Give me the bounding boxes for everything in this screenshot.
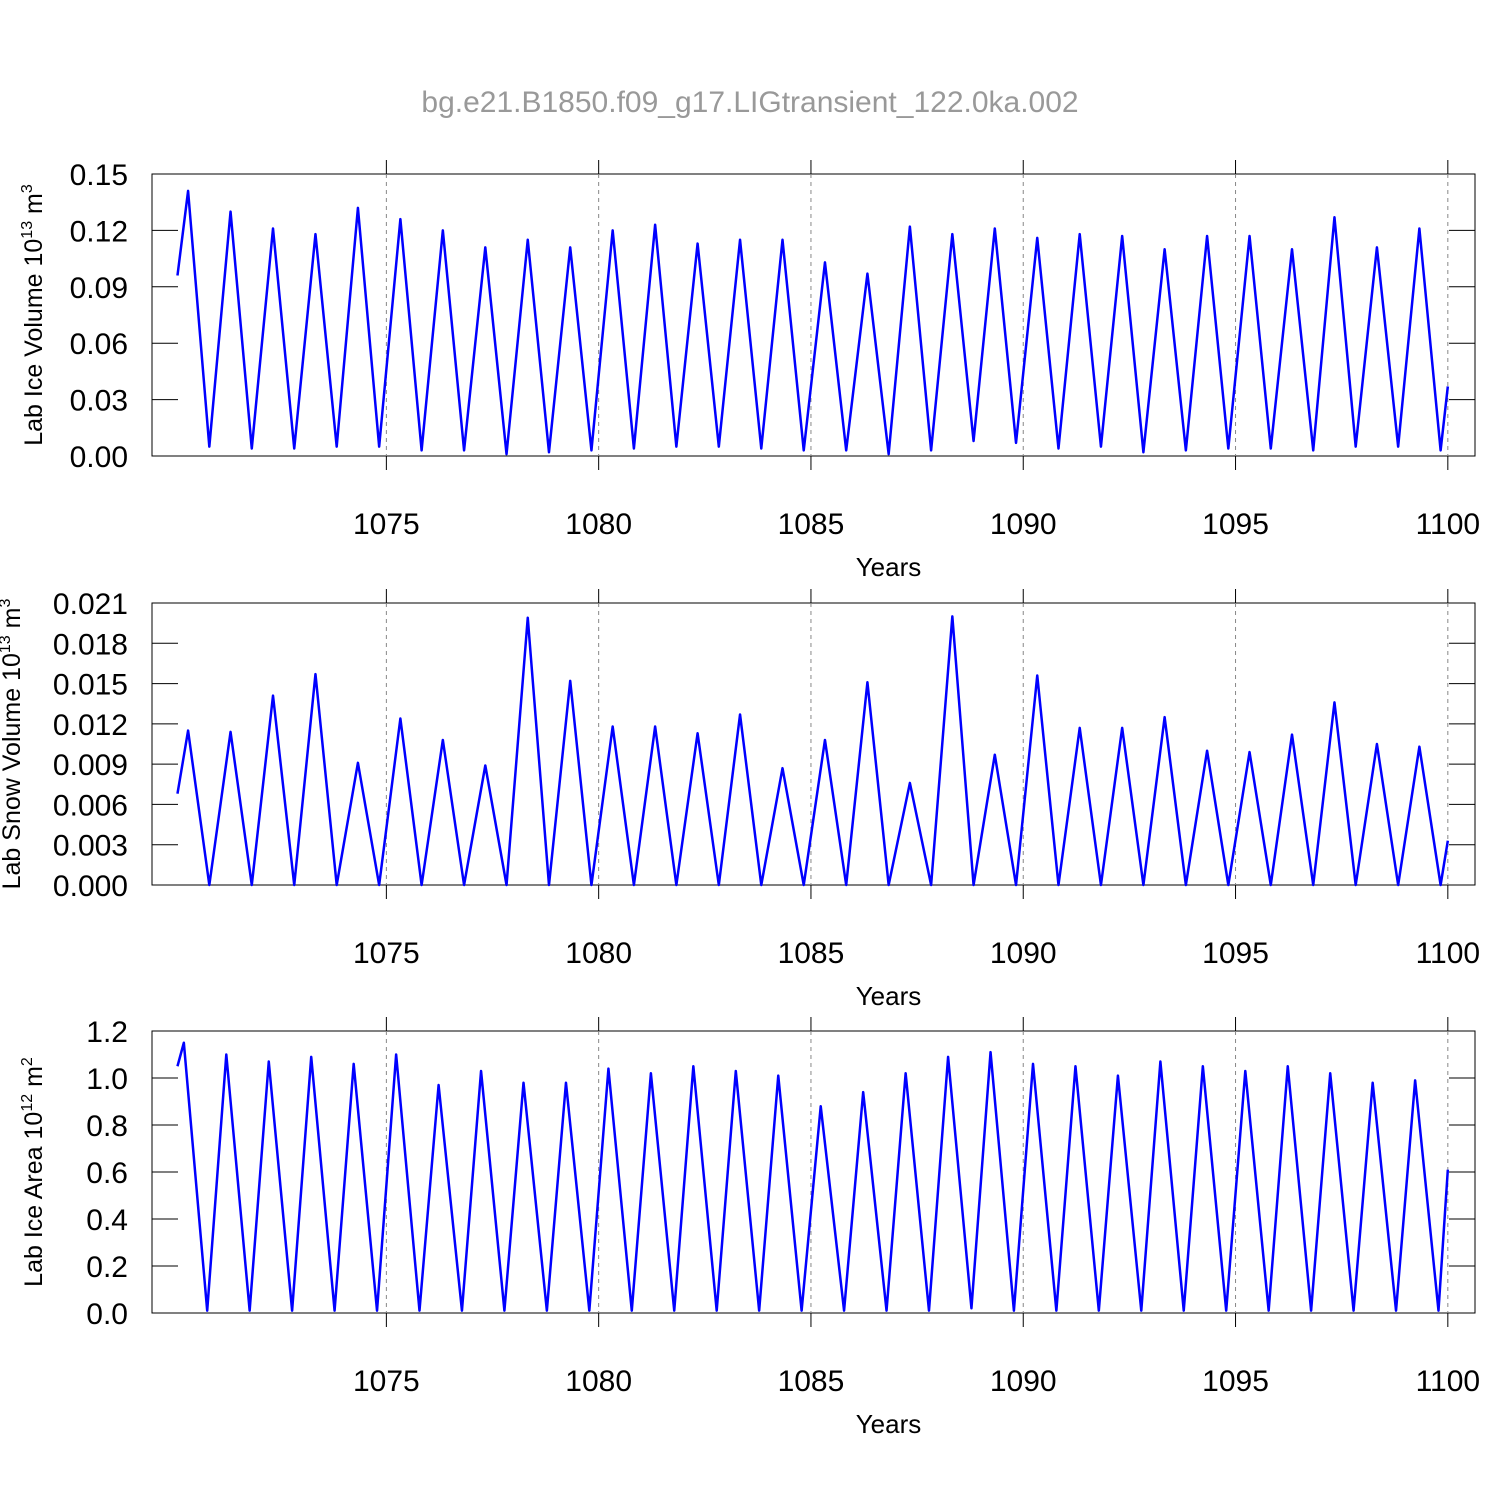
y-tick-label: 0.8 <box>86 1110 128 1143</box>
y-tick-label: 0.015 <box>53 669 128 702</box>
y-tick-label: 1.0 <box>86 1063 128 1096</box>
y-axis-label: Lab Snow Volume 1013 m3 <box>0 599 26 890</box>
plot-frame <box>151 173 1476 457</box>
y-tick-label: 0.4 <box>86 1204 128 1237</box>
x-tick-label: 1100 <box>1416 937 1481 970</box>
x-tick-label: 1075 <box>353 937 420 970</box>
x-tick-label: 1080 <box>565 508 632 541</box>
x-tick-label: 1095 <box>1202 937 1269 970</box>
y-tick-label: 0.0 <box>86 1298 128 1331</box>
y-label-unit-exp: 3 <box>19 184 36 193</box>
x-tick-label: 1090 <box>990 1365 1057 1398</box>
y-label-unit: m <box>20 1066 48 1094</box>
y-tick-label: 0.06 <box>70 328 128 361</box>
y-label-exp: 13 <box>19 221 36 239</box>
x-axis-label: Years <box>856 981 922 1011</box>
x-tick-label: 1095 <box>1202 508 1269 541</box>
y-axis-label: Lab Ice Area 1012 m2 <box>19 1057 48 1287</box>
x-tick-label: 1090 <box>990 937 1057 970</box>
x-axis-label: Years <box>856 1409 922 1439</box>
y-tick-label: 0.012 <box>53 709 128 742</box>
x-tick-label: 1085 <box>778 1365 845 1398</box>
x-tick-label: 1075 <box>353 508 420 541</box>
y-label-unit-exp: 2 <box>19 1057 36 1066</box>
y-label-text: Lab Ice Area 10 <box>20 1112 48 1287</box>
y-tick-label: 0.03 <box>70 385 128 418</box>
x-tick-label: 1100 <box>1416 1365 1481 1398</box>
chart-title: bg.e21.B1850.f09_g17.LIGtransient_122.0k… <box>421 86 1078 119</box>
y-label-exp: 12 <box>19 1094 36 1112</box>
x-tick-label: 1095 <box>1202 1365 1269 1398</box>
x-tick-label: 1080 <box>565 937 632 970</box>
y-tick-label: 0.2 <box>86 1251 128 1284</box>
y-label-unit: m <box>20 193 48 221</box>
y-tick-label: 0.000 <box>53 870 128 903</box>
y-label-exp: 13 <box>0 635 14 653</box>
x-tick-label: 1100 <box>1416 508 1481 541</box>
y-label-unit: m <box>0 608 26 636</box>
x-tick-label: 1085 <box>778 508 845 541</box>
data-line <box>176 189 1450 456</box>
y-tick-label: 0.6 <box>86 1157 128 1190</box>
plot-frame <box>151 602 1476 886</box>
y-axis-label: Lab Ice Volume 1013 m3 <box>19 184 48 446</box>
y-tick-label: 1.2 <box>86 1016 128 1049</box>
y-tick-label: 0.006 <box>53 789 128 822</box>
y-tick-label: 0.15 <box>70 159 128 192</box>
y-tick-label: 0.003 <box>53 830 128 863</box>
y-tick-label: 0.12 <box>70 215 128 248</box>
y-label-unit-exp: 3 <box>0 599 14 608</box>
x-tick-label: 1085 <box>778 937 845 970</box>
y-tick-label: 0.009 <box>53 749 128 782</box>
x-axis-label: Years <box>856 552 922 582</box>
data-line <box>176 1041 1450 1312</box>
y-label-text: Lab Ice Volume 10 <box>20 239 48 446</box>
x-tick-label: 1080 <box>565 1365 632 1398</box>
y-label-text: Lab Snow Volume 10 <box>0 653 26 889</box>
x-tick-label: 1090 <box>990 508 1057 541</box>
y-tick-label: 0.021 <box>53 588 128 621</box>
y-tick-label: 0.09 <box>70 272 128 305</box>
y-tick-label: 0.00 <box>70 441 128 474</box>
data-line <box>176 615 1450 887</box>
x-tick-label: 1075 <box>353 1365 420 1398</box>
y-tick-label: 0.018 <box>53 628 128 661</box>
